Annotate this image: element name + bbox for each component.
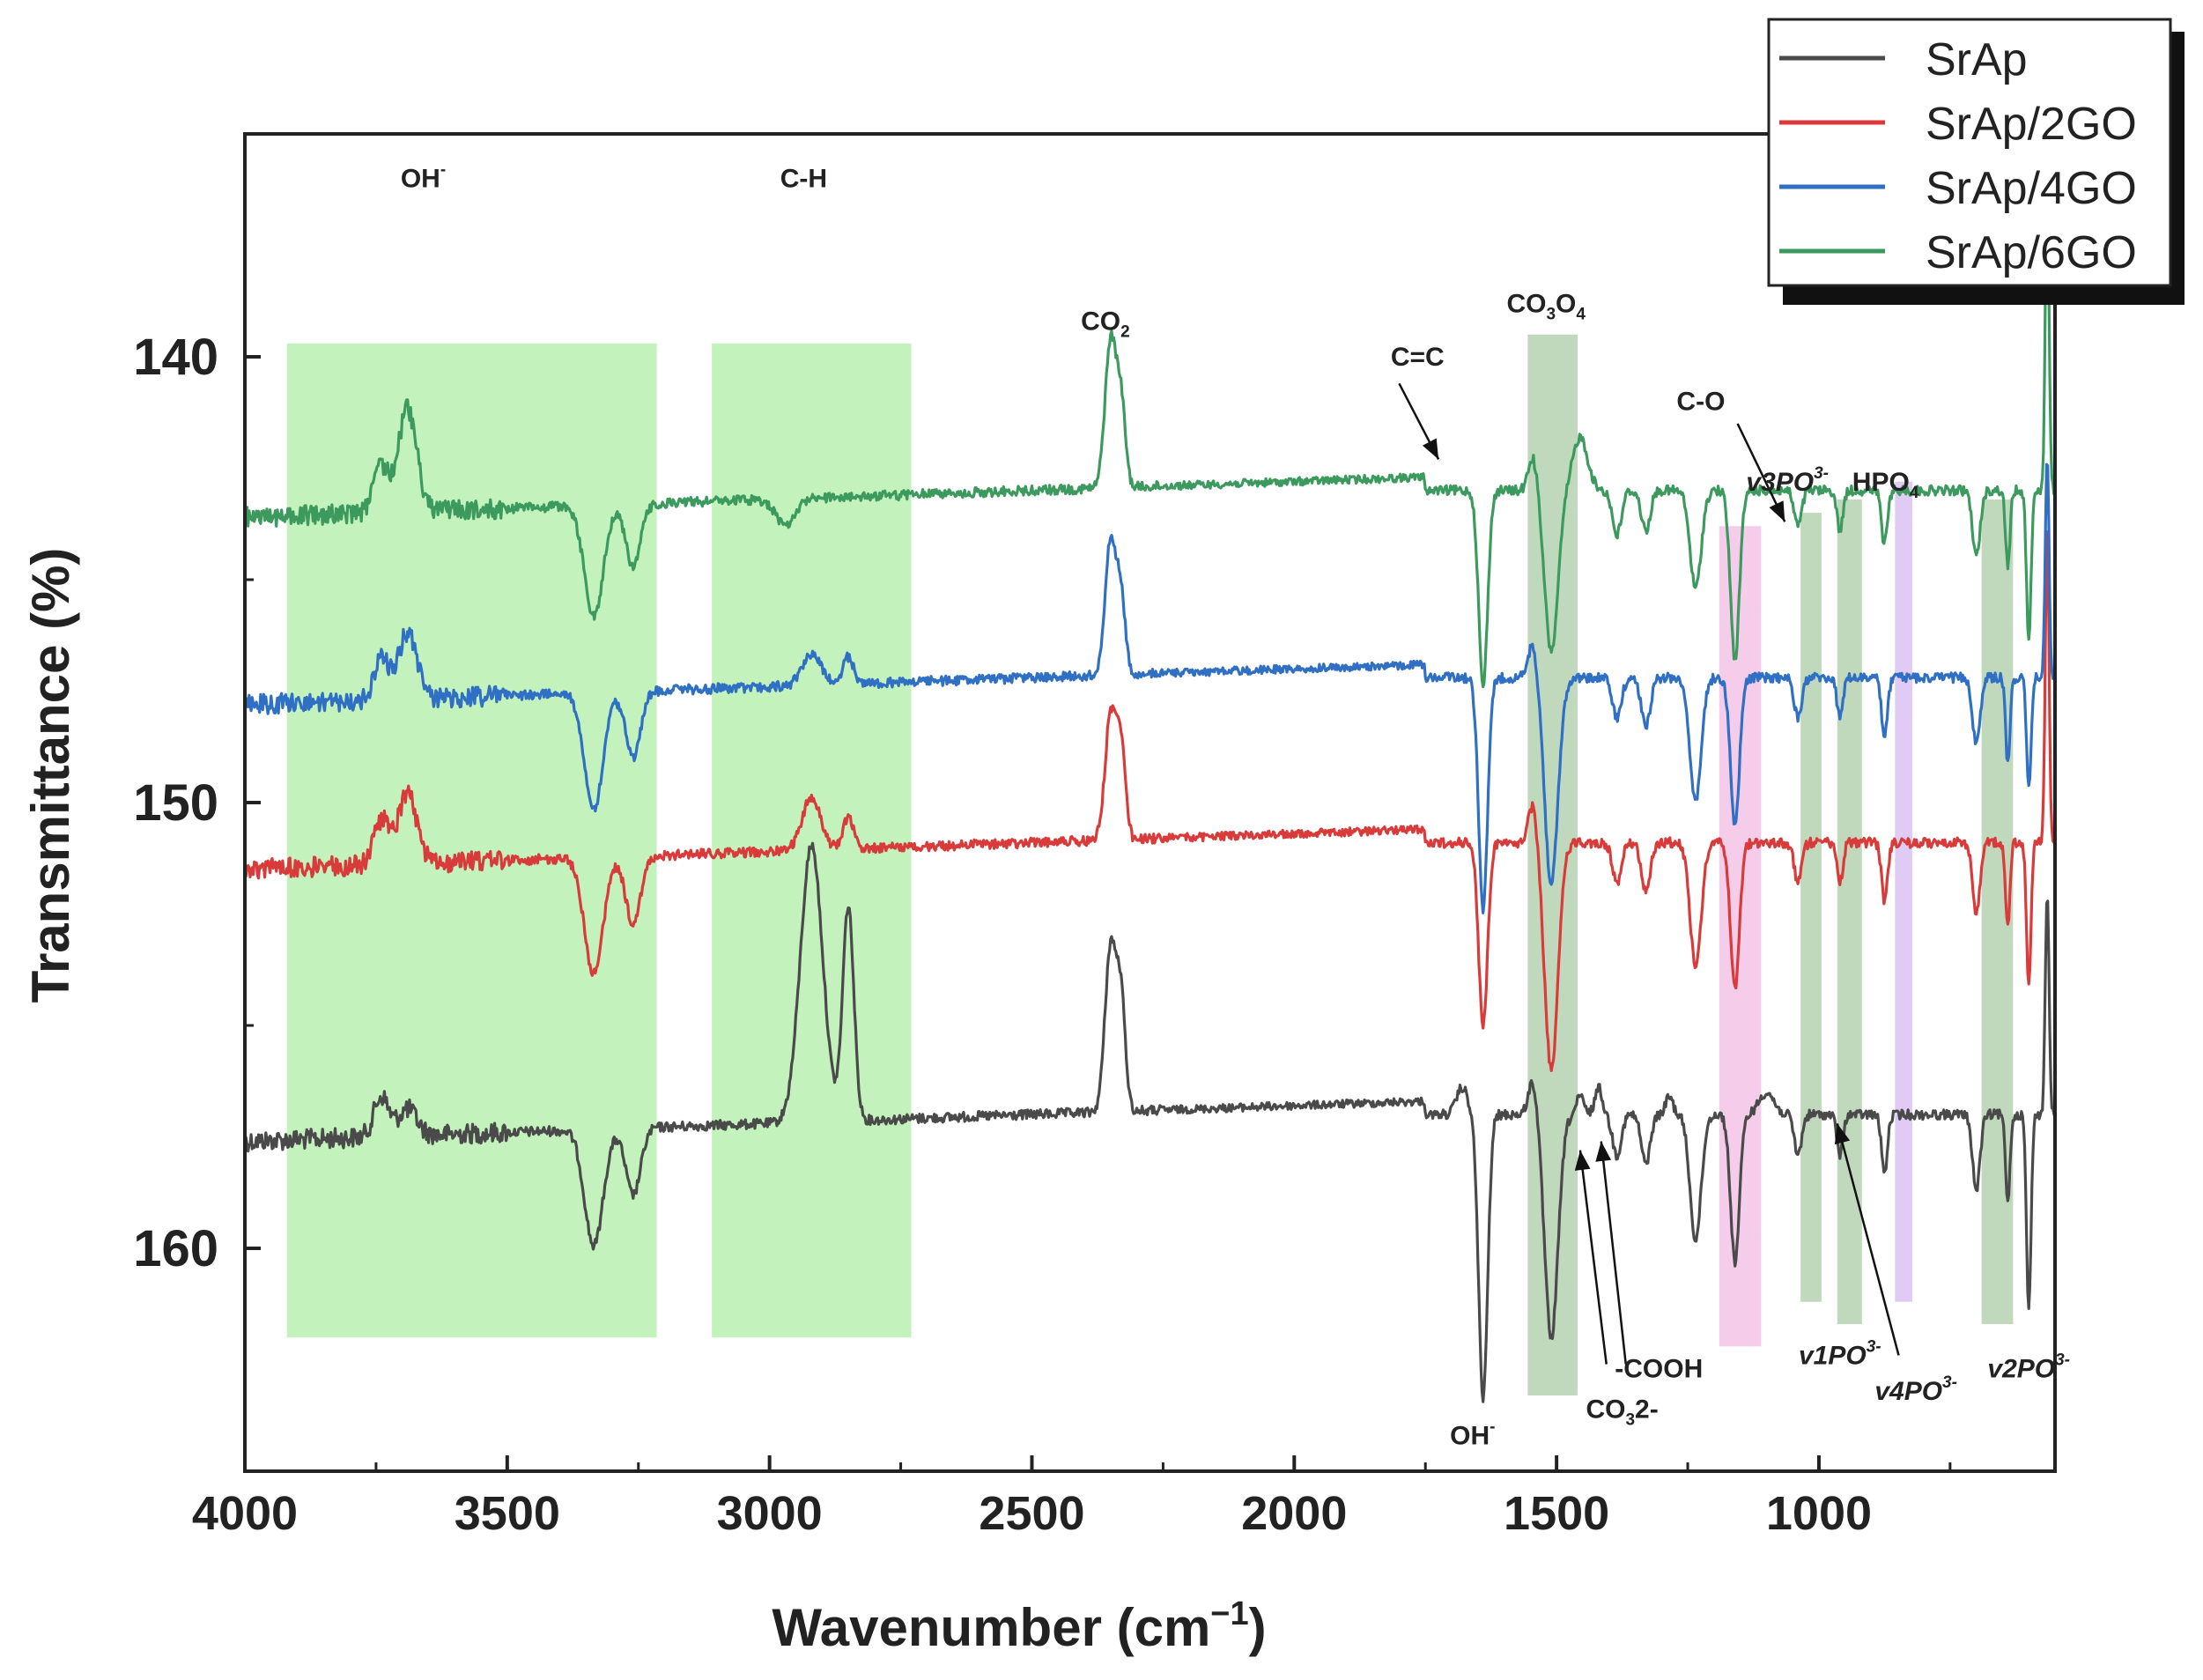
legend-box [1767, 18, 2172, 287]
x-tick-label: 3000 [717, 1487, 823, 1540]
legend: SrAp SrAp/2GO SrAp/4GO SrAp/6GO [1767, 18, 2185, 305]
x-tick-label: 2000 [1241, 1487, 1347, 1540]
band-annotation-6: v3PO3- [1746, 464, 1829, 497]
band-4 [1800, 513, 1822, 1302]
ticks-layer: 4000 3500 3000 2500 2000 1500 1000 140 150 160 [133, 132, 1952, 1540]
legend-label-3: SrAp/6GO [1926, 227, 2137, 278]
annotation-arrow-line-4 [1836, 1122, 1900, 1356]
band-annotation-13: v2PO3- [1987, 1351, 2070, 1384]
x-tick-label: 3500 [455, 1487, 560, 1540]
annotation-arrow-line-2 [1578, 1150, 1608, 1365]
series-line-srap-4go [243, 463, 2057, 914]
series-layer [243, 187, 2057, 1403]
x-tick-label: 2500 [979, 1487, 1084, 1540]
legend-label-2: SrAp/4GO [1926, 163, 2137, 214]
x-axis-title: Wavenumber (cm−1) [772, 1595, 1266, 1657]
band-annotation-5: C-O [1676, 388, 1725, 417]
x-tick-label: 1500 [1504, 1487, 1609, 1540]
band-annotation-4: CO3O4 [1506, 289, 1586, 323]
annotation-arrow-head-4 [1834, 1123, 1851, 1145]
band-annotation-1: C-H [780, 165, 827, 194]
annotation-arrow-head-0 [1422, 438, 1439, 460]
band-1 [712, 343, 912, 1338]
band-annotation-7: HPO4 [1852, 468, 1919, 502]
annotation-layer: OH- C-H CO2 C=C CO3O4 C-O v3PO3- HPO4 OH- CO32- -C… [401, 161, 2070, 1451]
series-line-srap-2go [243, 530, 2057, 1072]
band-annotation-3: C=C [1391, 343, 1445, 372]
y-tick-label: 150 [133, 774, 218, 832]
annotation-arrow-line-3 [1600, 1141, 1627, 1365]
annotation-arrow-head-1 [1769, 500, 1785, 522]
band-0 [286, 343, 657, 1338]
band-5 [1837, 499, 1862, 1325]
series-line-srap [243, 841, 2057, 1403]
annotation-arrow-head-2 [1574, 1150, 1591, 1171]
band-annotation-11: v1PO3- [1799, 1338, 1881, 1371]
band-annotation-12: v4PO3- [1874, 1373, 1957, 1406]
band-annotation-0: OH- [401, 161, 446, 194]
band-6 [1895, 481, 1912, 1302]
y-tick-label: 160 [133, 1220, 218, 1277]
y-axis-title: Transmittance (%) [21, 548, 80, 1003]
band-annotation-8: OH- [1450, 1418, 1495, 1451]
band-annotation-9: CO32- [1586, 1395, 1658, 1429]
annotation-arrow-head-3 [1595, 1141, 1612, 1162]
x-tick-label: 1000 [1766, 1487, 1872, 1540]
legend-label-1: SrAp/2GO [1926, 99, 2137, 150]
arrow-layer [1398, 382, 1900, 1365]
band-annotation-2: CO2 [1081, 307, 1130, 342]
band-annotation-10: -COOH [1615, 1355, 1703, 1384]
y-tick-label: 140 [133, 329, 218, 386]
x-tick-label: 4000 [192, 1487, 298, 1540]
series-line-srap-6go [243, 187, 2057, 689]
legend-label-0: SrAp [1926, 34, 2028, 85]
